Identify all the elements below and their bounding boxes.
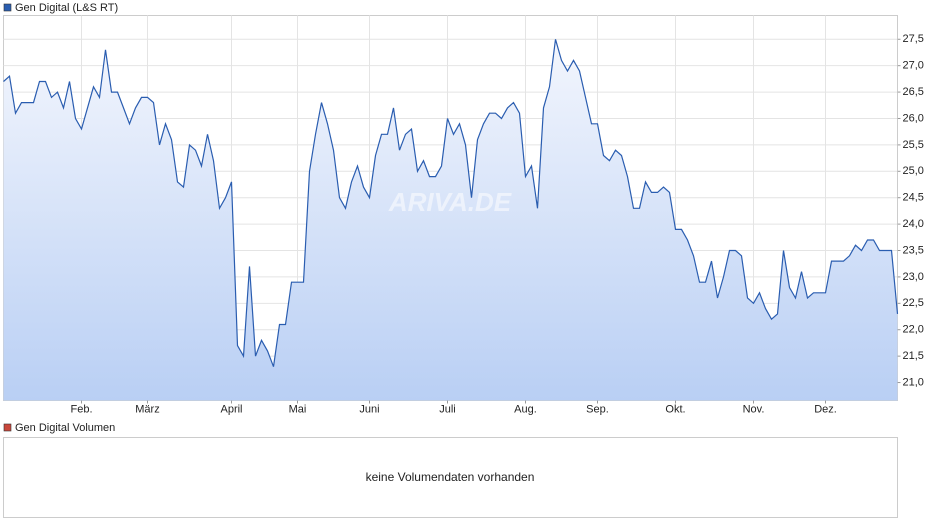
x-tick-label: April — [220, 403, 242, 415]
legend-label: Gen Digital Volumen — [15, 422, 115, 434]
y-tick-label: 25,0 — [903, 165, 924, 177]
watermark: ARIVA.DE — [388, 187, 512, 217]
area — [3, 39, 898, 401]
series-layer: ARIVA.DE — [3, 39, 899, 401]
y-tick-label: 22,5 — [903, 297, 924, 309]
y-tick-label: 22,0 — [903, 324, 924, 336]
y-tick-label: 23,5 — [903, 244, 924, 256]
x-tick-label: Juli — [439, 403, 456, 415]
y-tick-label: 24,0 — [903, 218, 924, 230]
x-tick-label: Aug. — [514, 403, 537, 415]
x-tick-label: Feb. — [70, 403, 92, 415]
y-tick-label: 27,5 — [903, 33, 924, 45]
x-tick-label: Juni — [359, 403, 379, 415]
y-tick-label: 26,5 — [903, 86, 924, 98]
x-tick-label: Mai — [289, 403, 307, 415]
x-tick-label: Okt. — [665, 403, 685, 415]
empty-message: keine Volumendaten vorhanden — [366, 470, 535, 484]
x-tick-label: Dez. — [814, 403, 837, 415]
y-tick-label: 25,5 — [903, 139, 924, 151]
x-tick-label: März — [135, 403, 159, 415]
y-tick-label: 27,0 — [903, 60, 924, 72]
y-tick-label: 26,0 — [903, 112, 924, 124]
x-tick-label: Sep. — [586, 403, 609, 415]
y-tick-label: 23,0 — [903, 271, 924, 283]
legend-swatch — [3, 3, 12, 12]
y-tick-label: 21,0 — [903, 376, 924, 388]
legend-swatch — [3, 423, 12, 432]
y-tick-label: 21,5 — [903, 350, 924, 362]
y-tick-label: 24,5 — [903, 192, 924, 204]
legend-label: Gen Digital (L&S RT) — [15, 2, 118, 14]
x-tick-label: Nov. — [743, 403, 765, 415]
volume-panel — [3, 437, 898, 518]
price-line — [3, 39, 899, 367]
